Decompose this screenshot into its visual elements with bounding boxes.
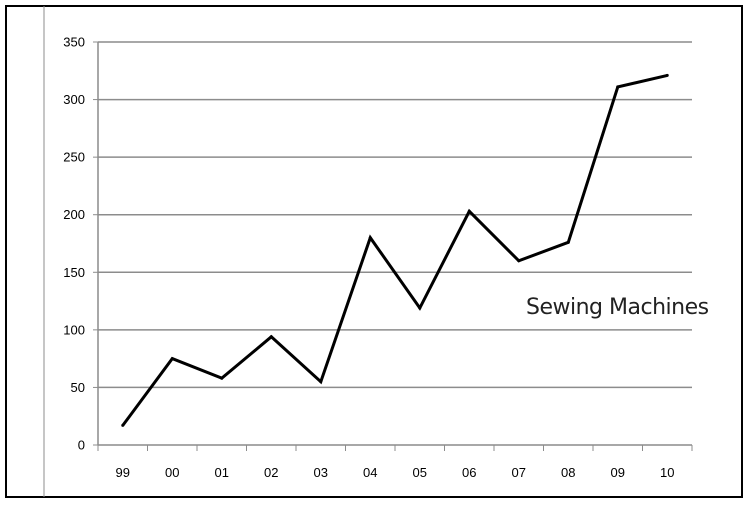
x-tick-label: 03 [314,465,328,480]
x-tick-label: 01 [215,465,229,480]
data-point [665,73,669,77]
data-point [319,380,323,384]
y-tick-label: 100 [63,322,85,337]
data-point [269,335,273,339]
series-line [121,73,668,427]
x-tick-label: 10 [660,465,674,480]
y-tick-labels: 0 50 100 150 200 250 300 350 [63,35,85,453]
x-tick-label: 06 [462,465,476,480]
y-tick-label: 300 [63,92,85,107]
axes [93,41,693,451]
grid-lines [98,41,692,389]
x-tick-label: 04 [363,465,377,480]
data-point [418,306,422,310]
x-tick-label: 08 [561,465,575,480]
x-tick-label: 99 [116,465,130,480]
y-tick-label: 50 [71,380,85,395]
y-tick-label: 0 [78,438,85,453]
x-tick-label: 00 [165,465,179,480]
y-tick-label: 200 [63,207,85,222]
y-tick-label: 150 [63,265,85,280]
data-point [467,209,471,213]
y-tick-label: 250 [63,150,85,165]
x-tick-label: 07 [512,465,526,480]
data-point [517,259,521,263]
data-point [368,236,372,240]
data-point [616,85,620,89]
x-tick-label: 02 [264,465,278,480]
chart-frame [5,5,743,498]
x-tick-label: 05 [413,465,427,480]
data-point [121,423,125,427]
data-point [170,357,174,361]
x-tick-labels: 99 00 01 02 03 04 05 06 07 08 09 10 [116,465,675,480]
data-point [566,240,570,244]
series-group [121,73,669,427]
x-tick-label: 09 [611,465,625,480]
y-tick-label: 350 [63,35,85,50]
data-point [220,376,224,380]
series-label: Sewing Machines [526,295,709,320]
